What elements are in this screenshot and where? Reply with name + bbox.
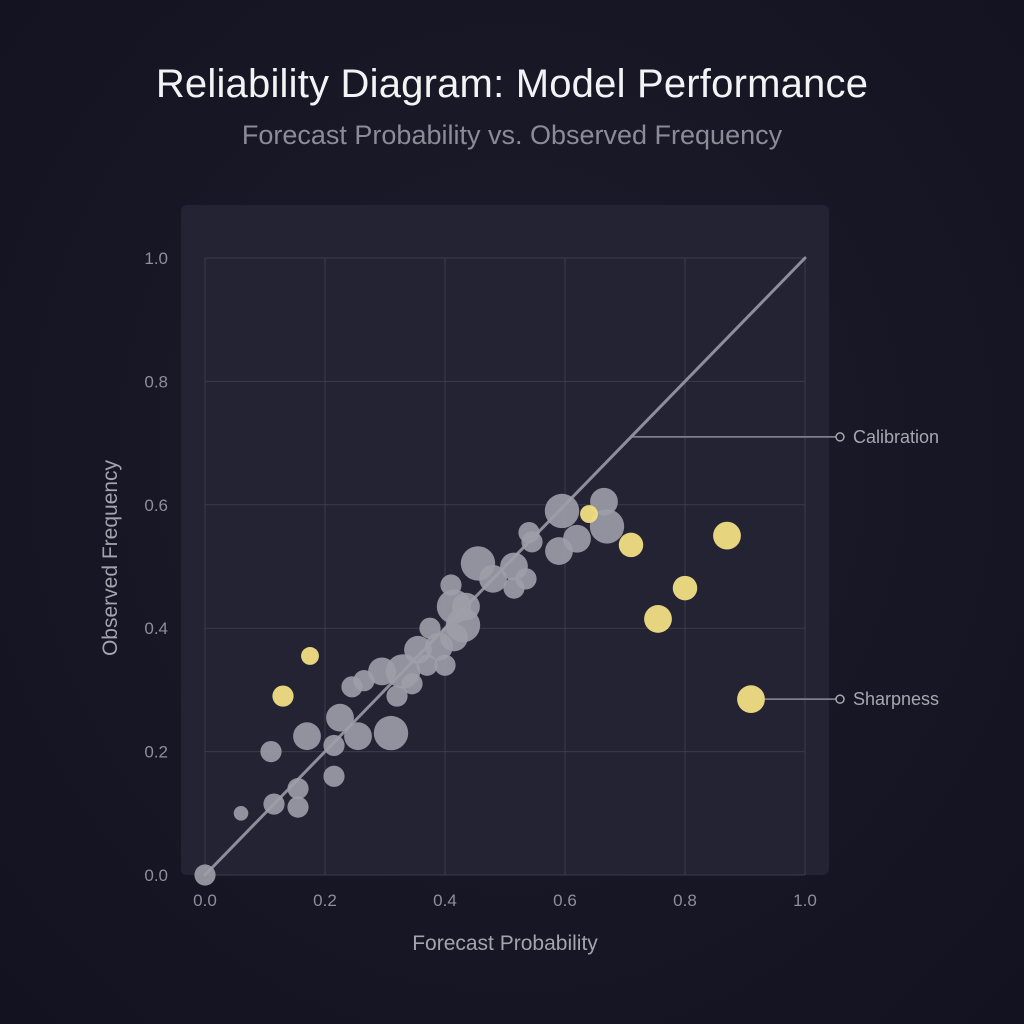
x-tick-label: 0.6 (553, 891, 577, 910)
calibrated-point (287, 796, 309, 818)
calibrated-point (260, 741, 282, 763)
chart-subtitle: Forecast Probability vs. Observed Freque… (241, 120, 783, 150)
y-tick-label: 0.8 (144, 372, 168, 391)
y-tick-label: 0.4 (144, 619, 168, 638)
tick-labels: 0.0 0.2 0.4 0.6 0.8 1.0 0.0 0.2 0.4 0.6 0.8 1.0 (144, 249, 816, 910)
highlight-point (272, 685, 294, 707)
calibrated-point (194, 864, 216, 886)
calibrated-point (500, 552, 528, 581)
calibrated-point (590, 487, 618, 516)
x-tick-label: 0.2 (313, 891, 337, 910)
highlight-point (301, 647, 319, 665)
highlight-point (737, 685, 765, 714)
y-tick-label: 0.6 (144, 496, 168, 515)
calibrated-point (385, 654, 421, 689)
calibrated-point (344, 722, 372, 751)
highlight-point (618, 532, 644, 558)
y-tick-label: 0.0 (144, 866, 168, 885)
calibrated-point (233, 806, 249, 821)
x-tick-label: 0.8 (673, 891, 697, 910)
data-points (194, 487, 765, 886)
highlight-point (672, 575, 698, 601)
calibrated-point (445, 607, 481, 643)
y-tick-label: 1.0 (144, 249, 168, 268)
annotation-marker-icon (835, 694, 845, 704)
calibrated-point (563, 524, 591, 553)
calibrated-point (323, 734, 345, 757)
calibrated-point (521, 531, 543, 553)
calibrated-point (460, 546, 496, 581)
calibrated-point (287, 778, 309, 800)
calibrated-point (323, 765, 345, 787)
calibrated-point (544, 493, 580, 529)
chart-title: Reliability Diagram: Model Performance (155, 62, 869, 106)
calibrated-point (263, 793, 285, 815)
annotations: Calibration Sharpness (631, 427, 939, 709)
y-tick-label: 0.2 (144, 743, 168, 762)
x-tick-label: 0.0 (193, 891, 217, 910)
calibrated-point (293, 722, 321, 751)
x-tick-label: 1.0 (793, 891, 817, 910)
x-axis-label: Forecast Probability (412, 932, 598, 955)
calibrated-point (373, 715, 409, 751)
x-tick-label: 0.4 (433, 891, 457, 910)
annotation-label: Sharpness (853, 689, 939, 709)
highlight-point (713, 521, 741, 550)
calibrated-point (326, 703, 354, 732)
calibrated-point (386, 685, 408, 707)
annotation-marker-icon (835, 432, 845, 442)
highlight-point (644, 605, 672, 633)
y-axis-label: Observed Frequency (99, 459, 122, 656)
grid-lines (204, 257, 806, 876)
calibrated-point (589, 509, 625, 544)
highlight-point (580, 505, 598, 524)
annotation-label: Calibration (853, 427, 939, 447)
